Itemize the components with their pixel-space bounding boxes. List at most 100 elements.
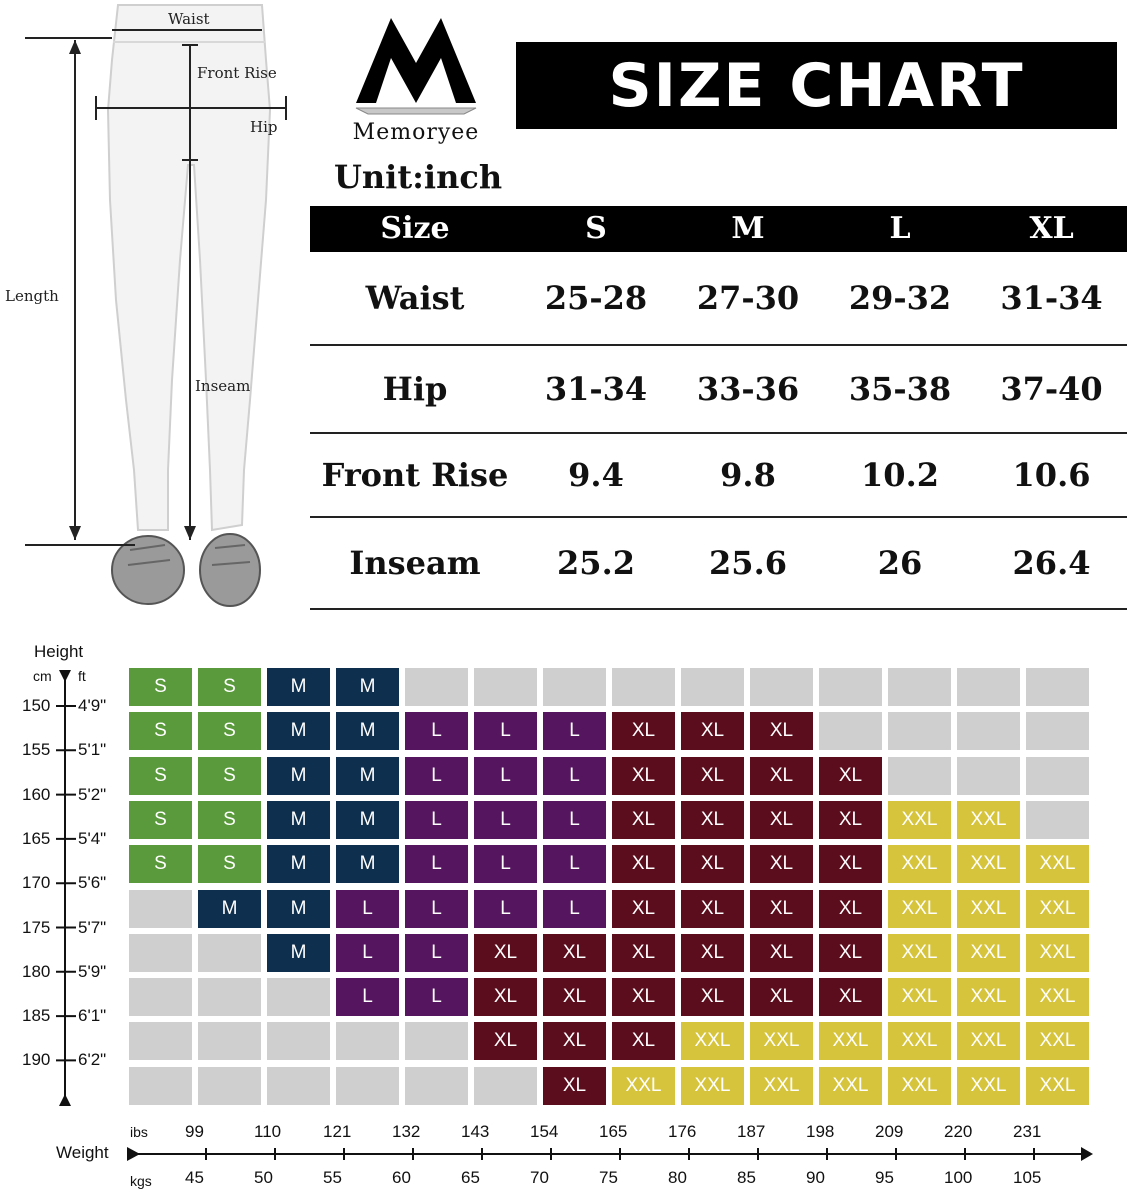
table-cell: 31-34 — [1000, 279, 1103, 317]
size-cell-empty — [1026, 668, 1089, 706]
size-cell-s: S — [198, 845, 261, 884]
size-cell-l: L — [405, 800, 468, 839]
size-cell-l: L — [474, 712, 537, 751]
size-cell-l: L — [336, 889, 399, 928]
size-cell-empty — [129, 933, 192, 972]
size-cell-xxl: XXL — [957, 1022, 1020, 1061]
size-cell-empty — [474, 1066, 537, 1105]
size-cell-s: S — [198, 800, 261, 839]
weight-axis-title: Weight — [56, 1143, 109, 1162]
table-cell: 25.6 — [709, 544, 787, 582]
size-cell-xl: XL — [543, 1066, 606, 1105]
height-tick-cm: 155 — [22, 740, 51, 760]
height-tick-cm: 190 — [22, 1050, 51, 1070]
weight-tick-lbs: 121 — [323, 1122, 352, 1141]
size-cell-empty — [612, 668, 675, 706]
size-cell-xxl: XXL — [957, 889, 1020, 928]
size-cell-xxl: XXL — [1026, 845, 1089, 884]
size-cell-empty — [1026, 800, 1089, 839]
row-label: Inseam — [349, 544, 481, 582]
size-cell-xl: XL — [750, 933, 813, 972]
waist-label: Waist — [168, 10, 210, 28]
size-cell-xxl: XXL — [957, 845, 1020, 884]
size-cell-s: S — [198, 668, 261, 706]
size-cell-l: L — [405, 845, 468, 884]
size-cell-empty — [405, 1022, 468, 1061]
height-tick-cm: 150 — [22, 696, 51, 715]
table-cell: 29-32 — [848, 279, 952, 317]
size-cell-empty — [750, 668, 813, 706]
size-cell-l: L — [405, 889, 468, 928]
row-label: Front Rise — [321, 456, 509, 494]
size-cell-xl: XL — [474, 1022, 537, 1061]
size-cell-m: M — [336, 800, 399, 839]
table-cell: 9.4 — [568, 456, 624, 494]
weight-tick-lbs: 231 — [1013, 1122, 1042, 1141]
size-cell-xl: XL — [612, 756, 675, 795]
size-cell-xl: XL — [681, 756, 744, 795]
weight-tick-lbs: 198 — [806, 1122, 835, 1141]
weight-tick-kgs: 85 — [737, 1168, 756, 1187]
length-label: Length — [5, 287, 59, 305]
size-cell-l: L — [405, 756, 468, 795]
height-tick-ft: 5'1" — [78, 740, 107, 760]
size-cell-empty — [267, 1022, 330, 1061]
size-cell-m: M — [198, 889, 261, 928]
height-tick-ft: 5'6" — [78, 873, 107, 893]
weight-tick-kgs: 45 — [185, 1168, 204, 1187]
table-row-front-rise: Front Rise 9.4 9.8 10.2 10.6 — [310, 434, 1127, 518]
size-cell-l: L — [405, 978, 468, 1017]
size-cell-xxl: XXL — [819, 1022, 882, 1061]
size-cell-xl: XL — [681, 933, 744, 972]
weight-tick-kgs: 75 — [599, 1168, 618, 1187]
size-cell-xl: XL — [612, 889, 675, 928]
height-unit-ft: ft — [78, 668, 86, 684]
table-cell: 26.4 — [1012, 544, 1091, 582]
height-tick-cm: 180 — [22, 961, 51, 981]
inseam-label: Inseam — [195, 377, 251, 395]
size-cell-m: M — [267, 800, 330, 839]
size-cell-xl: XL — [819, 978, 882, 1017]
hip-label: Hip — [250, 118, 278, 136]
size-cell-xl: XL — [681, 800, 744, 839]
weight-tick-lbs: 176 — [668, 1122, 697, 1141]
size-cell-s: S — [129, 668, 192, 706]
weight-tick-kgs: 100 — [944, 1168, 973, 1187]
size-cell-empty — [129, 889, 192, 928]
size-cell-xxl: XXL — [1026, 1022, 1089, 1061]
size-cell-empty — [957, 756, 1020, 795]
size-cell-m: M — [336, 845, 399, 884]
size-cell-empty — [681, 668, 744, 706]
size-cell-l: L — [405, 712, 468, 751]
size-cell-xl: XL — [819, 845, 882, 884]
size-cell-xl: XL — [819, 756, 882, 795]
size-cell-empty — [336, 1022, 399, 1061]
size-cell-l: L — [543, 800, 606, 839]
size-cell-xl: XL — [819, 933, 882, 972]
size-cell-xl: XL — [681, 845, 744, 884]
size-cell-l: L — [474, 889, 537, 928]
size-cell-empty — [1026, 756, 1089, 795]
size-cell-l: L — [474, 845, 537, 884]
size-cell-xxl: XXL — [957, 978, 1020, 1017]
height-weight-chart: Height cm ft 150 4'9" 155 5'1" 160 5'2" 165 5'4… — [0, 630, 1131, 1195]
size-cell-m: M — [336, 756, 399, 795]
size-cell-xxl: XXL — [888, 978, 951, 1017]
height-tick-ft: 6'1" — [78, 1006, 107, 1026]
brand-logo: Memoryee — [336, 8, 496, 153]
height-tick-cm: 175 — [22, 917, 51, 937]
size-cell-empty — [957, 712, 1020, 751]
size-cell-empty — [405, 668, 468, 706]
size-cell-xl: XL — [750, 845, 813, 884]
chart-axes — [56, 670, 1093, 1161]
weight-tick-kgs: 105 — [1013, 1168, 1042, 1187]
size-cell-empty — [129, 978, 192, 1017]
size-cell-l: L — [474, 756, 537, 795]
size-cell-s: S — [129, 845, 192, 884]
size-cell-l: L — [405, 933, 468, 972]
size-cell-empty — [405, 1066, 468, 1105]
header-xl: XL — [1029, 211, 1074, 246]
table-cell: 35-38 — [848, 370, 952, 408]
size-cell-xl: XL — [474, 933, 537, 972]
size-cell-empty — [888, 756, 951, 795]
